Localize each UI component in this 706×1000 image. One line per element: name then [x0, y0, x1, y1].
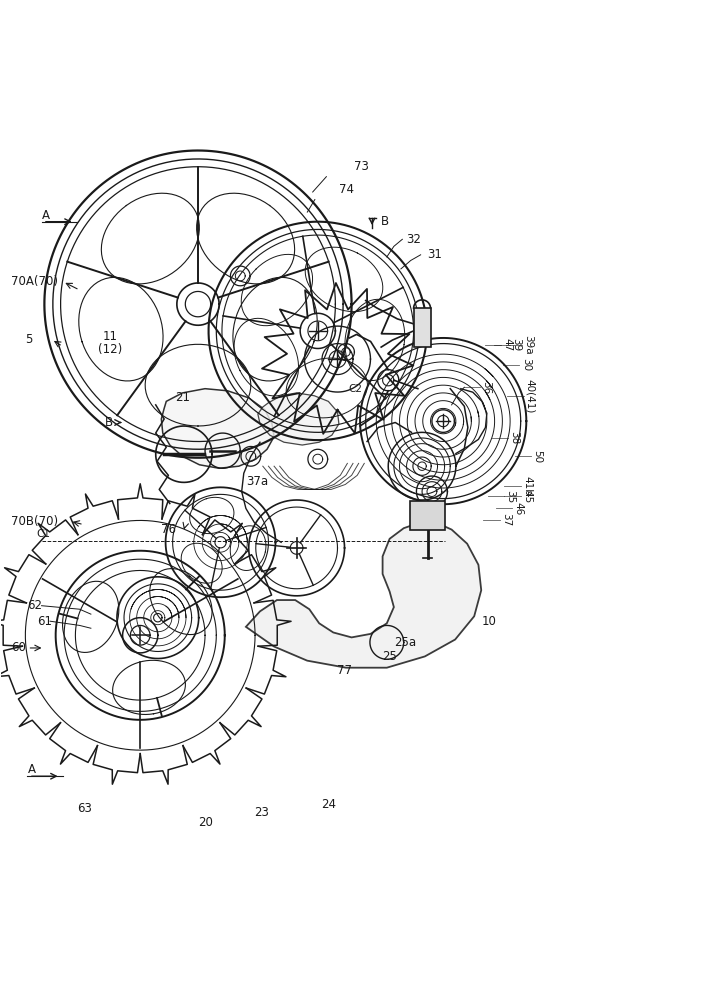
Text: 46: 46: [514, 502, 524, 515]
Text: A: A: [42, 209, 49, 222]
Text: 50: 50: [532, 450, 543, 463]
Text: 61: 61: [37, 615, 52, 628]
Text: 25: 25: [383, 650, 397, 663]
Text: 76: 76: [162, 523, 176, 536]
Text: 70B(70): 70B(70): [11, 515, 59, 528]
Text: 11: 11: [103, 330, 118, 343]
Polygon shape: [246, 523, 481, 668]
Text: (12): (12): [98, 343, 122, 356]
Text: 60: 60: [11, 641, 26, 654]
Text: 5: 5: [25, 333, 32, 346]
Text: 39a: 39a: [524, 335, 534, 355]
Polygon shape: [258, 393, 339, 445]
Text: C2: C2: [349, 384, 363, 394]
Text: 30: 30: [521, 358, 531, 371]
Text: 77: 77: [337, 664, 352, 677]
Bar: [414, 308, 431, 347]
Text: C1: C1: [36, 529, 50, 539]
Text: 25a: 25a: [394, 636, 416, 649]
Text: 32: 32: [407, 233, 421, 246]
Text: B: B: [105, 416, 113, 429]
Text: 21: 21: [175, 391, 191, 404]
Text: 40(41): 40(41): [525, 379, 535, 413]
Text: 10: 10: [481, 615, 496, 628]
Text: 62: 62: [28, 599, 42, 612]
Text: 20: 20: [198, 816, 213, 829]
Text: 45: 45: [522, 490, 532, 503]
Text: 23: 23: [254, 806, 269, 819]
Text: 63: 63: [77, 802, 92, 815]
Text: A: A: [28, 763, 35, 776]
Text: 47: 47: [503, 338, 513, 352]
Text: 70A(70): 70A(70): [11, 275, 59, 288]
Polygon shape: [162, 389, 274, 468]
Text: 39: 39: [512, 338, 522, 352]
Text: 35: 35: [505, 490, 515, 503]
Text: 37a: 37a: [246, 475, 268, 488]
Text: 37: 37: [501, 513, 511, 526]
Text: 24: 24: [321, 798, 336, 811]
Text: 36: 36: [481, 381, 491, 394]
Bar: [410, 501, 445, 530]
Text: 38: 38: [510, 431, 520, 445]
Text: 31: 31: [427, 248, 442, 261]
Text: 73: 73: [354, 160, 369, 173]
Text: B: B: [381, 215, 389, 228]
Text: 74: 74: [339, 183, 354, 196]
Text: 41b: 41b: [522, 476, 532, 496]
